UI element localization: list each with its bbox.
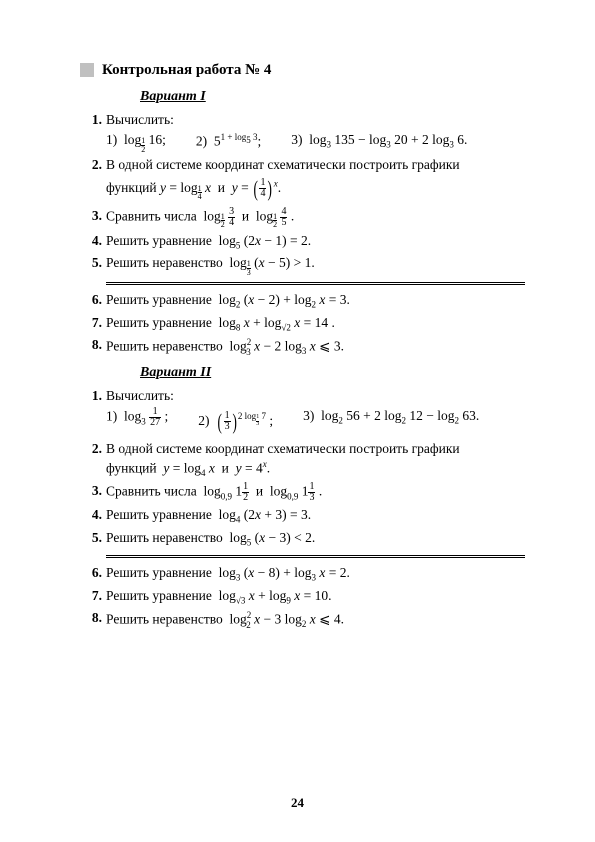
sub-2: 2) 51 + log5 3; <box>196 131 261 152</box>
item-text: В одной системе координат схематически п… <box>106 441 460 456</box>
variant-1-heading: Вариант I <box>140 88 525 107</box>
item-number: 1. <box>80 111 106 153</box>
item-number: 2. <box>80 440 106 480</box>
item-number: 5. <box>80 529 106 549</box>
v2-item-5: 5. Решить неравенство log5 (x − 3) < 2. <box>80 529 525 549</box>
v2-item-6: 6. Решить уравнение log3 (x − 8) + log3 … <box>80 564 525 584</box>
item-number: 7. <box>80 314 106 334</box>
variant-2-heading: Вариант II <box>140 364 525 383</box>
item-number: 4. <box>80 506 106 526</box>
item-body: Решить неравенство log13 (x − 5) > 1. <box>106 254 525 275</box>
item-body: В одной системе координат схематически п… <box>106 156 525 204</box>
item-body: Сравнить числа log12 34 и log12 45 . <box>106 207 525 229</box>
item-number: 3. <box>80 482 106 503</box>
v2-item-1: 1. Вычислить: 1) log3 127 ; 2) (13)2 log… <box>80 387 525 437</box>
v2-item-4: 4. Решить уравнение log4 (2x + 3) = 3. <box>80 506 525 526</box>
v1-item-3: 3. Сравнить числа log12 34 и log12 45 . <box>80 207 525 229</box>
item-number: 1. <box>80 387 106 437</box>
item-body: Решить уравнение log5 (2x − 1) = 2. <box>106 232 525 252</box>
v2-item-2: 2. В одной системе координат схематическ… <box>80 440 525 480</box>
item-number: 8. <box>80 609 106 630</box>
page-number: 24 <box>0 794 595 812</box>
item-number: 7. <box>80 587 106 607</box>
item-body: Сравнить числа log0,9 112 и log0,9 113 . <box>106 482 525 503</box>
item-body: Решить уравнение log3 (x − 8) + log3 x =… <box>106 564 525 584</box>
item-number: 8. <box>80 336 106 357</box>
item-text: В одной системе координат схематически п… <box>106 157 460 172</box>
item-body: Решить уравнение log8 x + log√2 x = 14 . <box>106 314 525 334</box>
sub-1: 1) log12 16; <box>106 131 166 152</box>
title-marker <box>80 63 94 77</box>
item-body: Решить неравенство log23 x − 2 log3 x ⩽ … <box>106 336 525 357</box>
item-body: Решить уравнение log4 (2x + 3) = 3. <box>106 506 525 526</box>
sub-2: 2) (13)2 log13 7 ; <box>198 407 273 437</box>
item-number: 5. <box>80 254 106 275</box>
sub-3: 3) log3 135 − log3 20 + 2 log3 6. <box>291 131 467 152</box>
v1-item-7: 7. Решить уравнение log8 x + log√2 x = 1… <box>80 314 525 334</box>
item-lead: Вычислить: <box>106 388 174 403</box>
v1-item-8: 8. Решить неравенство log23 x − 2 log3 x… <box>80 336 525 357</box>
subparts: 1) log3 127 ; 2) (13)2 log13 7 ; 3) log2… <box>106 407 525 437</box>
v2-item-3: 3. Сравнить числа log0,9 112 и log0,9 11… <box>80 482 525 503</box>
item-body: Вычислить: 1) log3 127 ; 2) (13)2 log13 … <box>106 387 525 437</box>
v2-item-8: 8. Решить неравенство log22 x − 3 log2 x… <box>80 609 525 630</box>
item-number: 6. <box>80 291 106 311</box>
v1-item-6: 6. Решить уравнение log2 (x − 2) + log2 … <box>80 291 525 311</box>
item-body: Решить уравнение log√3 x + log9 x = 10. <box>106 587 525 607</box>
sub-3: 3) log2 56 + 2 log2 12 − log2 63. <box>303 407 479 437</box>
item-body: Решить неравенство log22 x − 3 log2 x ⩽ … <box>106 609 525 630</box>
item-body: Решить уравнение log2 (x − 2) + log2 x =… <box>106 291 525 311</box>
v1-item-2: 2. В одной системе координат схематическ… <box>80 156 525 204</box>
item-number: 3. <box>80 207 106 229</box>
item-body: Решить неравенство log5 (x − 3) < 2. <box>106 529 525 549</box>
sub-1: 1) log3 127 ; <box>106 407 168 437</box>
v1-item-5: 5. Решить неравенство log13 (x − 5) > 1. <box>80 254 525 275</box>
item-lead: Вычислить: <box>106 112 174 127</box>
item-number: 2. <box>80 156 106 204</box>
item-number: 6. <box>80 564 106 584</box>
title-row: Контрольная работа № 4 <box>80 60 525 80</box>
v1-item-4: 4. Решить уравнение log5 (2x − 1) = 2. <box>80 232 525 252</box>
item-body: Вычислить: 1) log12 16; 2) 51 + log5 3; … <box>106 111 525 153</box>
subparts: 1) log12 16; 2) 51 + log5 3; 3) log3 135… <box>106 131 525 152</box>
v2-item-7: 7. Решить уравнение log√3 x + log9 x = 1… <box>80 587 525 607</box>
page-title: Контрольная работа № 4 <box>102 60 271 80</box>
divider <box>106 555 525 558</box>
v1-item-1: 1. Вычислить: 1) log12 16; 2) 51 + log5 … <box>80 111 525 153</box>
item-number: 4. <box>80 232 106 252</box>
divider <box>106 282 525 285</box>
item-body: В одной системе координат схематически п… <box>106 440 525 480</box>
